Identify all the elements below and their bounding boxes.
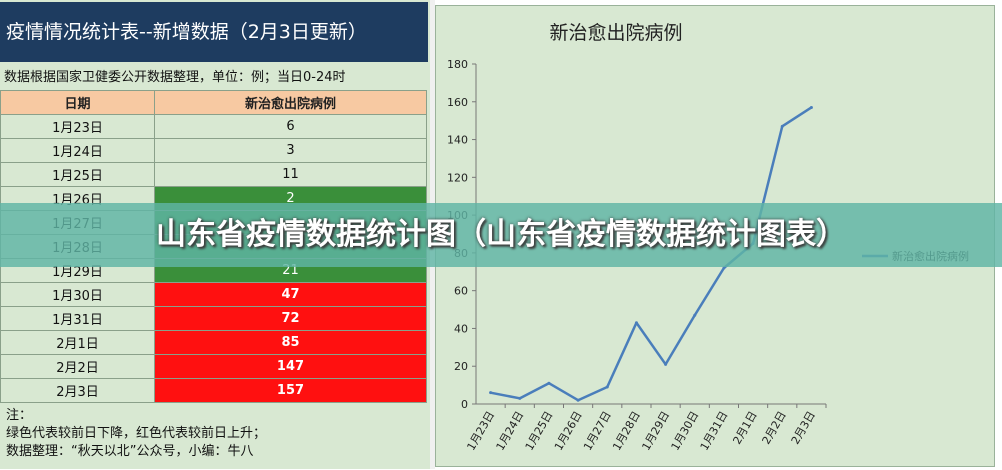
- table-row: 2月3日 157: [0, 378, 427, 403]
- cell-date[interactable]: 1月31日: [0, 306, 155, 331]
- cell-value[interactable]: 3: [154, 138, 427, 163]
- x-tick-label: 1月28日: [610, 409, 643, 453]
- cell-value[interactable]: 85: [154, 330, 427, 355]
- cell-value[interactable]: 157: [154, 378, 427, 403]
- y-tick-label: 180: [447, 58, 468, 71]
- banner-text: 山东省疫情数据统计图（山东省疫情数据统计图表）: [156, 217, 846, 252]
- footnote-line: 注：: [6, 408, 33, 423]
- x-tick-label: 1月31日: [698, 409, 731, 453]
- y-tick-label: 160: [447, 96, 468, 109]
- data-point: [489, 391, 493, 395]
- data-point: [576, 398, 580, 402]
- chart-title: 新治愈出院病例: [549, 22, 682, 44]
- table-header-row: 日期 新治愈出院病例: [0, 90, 427, 115]
- footnotes: 注： 绿色代表较前日下降，红色代表较前日上升； 数据整理：“秋天以北”公众号，小…: [6, 407, 266, 461]
- table-row: 1月24日 3: [0, 138, 427, 163]
- table-row: 2月2日 147: [0, 354, 427, 379]
- cell-date[interactable]: 1月30日: [0, 282, 155, 307]
- data-point: [518, 396, 522, 400]
- footnote-line: 绿色代表较前日下降，红色代表较前日上升；: [6, 426, 267, 441]
- data-point: [605, 385, 609, 389]
- x-tick-label: 1月24日: [494, 409, 527, 453]
- y-tick-label: 120: [447, 171, 468, 184]
- table-row: 2月1日 85: [0, 330, 427, 355]
- header-date[interactable]: 日期: [0, 90, 155, 115]
- sheet-title: 疫情情况统计表--新增数据（2月3日更新）: [0, 2, 428, 62]
- table-row: 1月30日 47: [0, 282, 427, 307]
- y-tick-label: 140: [447, 134, 468, 147]
- cell-value[interactable]: 72: [154, 306, 427, 331]
- footnote-line: 数据整理：“秋天以北”公众号，小编：牛八: [6, 444, 254, 459]
- data-point: [664, 362, 668, 366]
- cell-value[interactable]: 147: [154, 354, 427, 379]
- y-tick-label: 60: [454, 285, 468, 298]
- x-tick-label: 2月1日: [730, 409, 759, 447]
- data-point: [634, 321, 638, 325]
- data-point: [780, 124, 784, 128]
- table-row: 1月23日 6: [0, 114, 427, 139]
- cell-date[interactable]: 1月24日: [0, 138, 155, 163]
- cell-date[interactable]: 2月1日: [0, 330, 155, 355]
- x-tick-label: 2月3日: [789, 409, 818, 447]
- data-point: [722, 266, 726, 270]
- sheet-subtitle: 数据根据国家卫健委公开数据整理，单位：例；当日0-24时: [4, 70, 346, 85]
- table-row: 1月25日 11: [0, 162, 427, 187]
- x-tick-label: 2月2日: [760, 409, 789, 447]
- x-tick-label: 1月26日: [552, 409, 585, 453]
- cell-date[interactable]: 2月3日: [0, 378, 155, 403]
- x-tick-label: 1月27日: [581, 409, 614, 453]
- cell-value[interactable]: 11: [154, 162, 427, 187]
- x-tick-label: 1月25日: [523, 409, 556, 453]
- cell-date[interactable]: 2月2日: [0, 354, 155, 379]
- data-point: [809, 105, 813, 109]
- x-tick-label: 1月29日: [639, 409, 672, 453]
- overlay-banner: 山东省疫情数据统计图（山东省疫情数据统计图表）: [0, 203, 1002, 267]
- y-tick-label: 40: [454, 322, 468, 335]
- cell-value[interactable]: 6: [154, 114, 427, 139]
- table-row: 1月31日 72: [0, 306, 427, 331]
- data-point: [693, 313, 697, 317]
- y-tick-label: 20: [454, 360, 468, 373]
- x-tick-label: 1月30日: [669, 409, 702, 453]
- data-point: [547, 381, 551, 385]
- cell-value[interactable]: 47: [154, 282, 427, 307]
- y-tick-label: 0: [461, 398, 468, 411]
- cell-date[interactable]: 1月25日: [0, 162, 155, 187]
- header-recovered[interactable]: 新治愈出院病例: [154, 90, 427, 115]
- cell-date[interactable]: 1月23日: [0, 114, 155, 139]
- x-tick-label: 1月23日: [464, 409, 497, 453]
